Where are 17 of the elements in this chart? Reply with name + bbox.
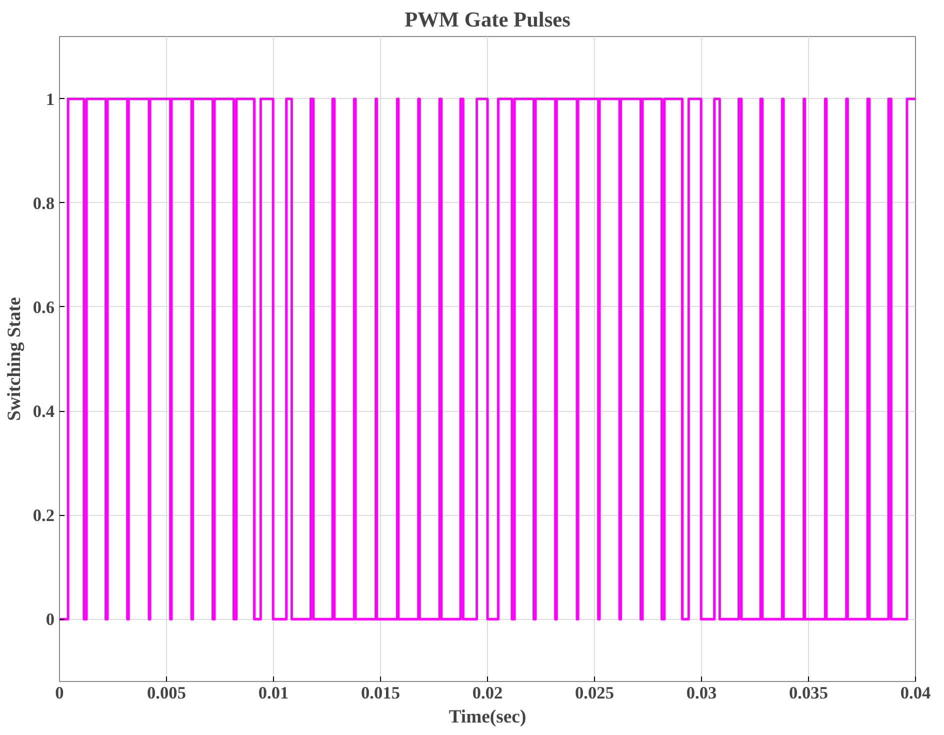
y-tick-label: 1: [46, 90, 55, 109]
y-axis-title: Switching State: [4, 297, 25, 421]
x-tick-label: 0.03: [686, 684, 717, 702]
x-tick-label: 0.025: [575, 684, 614, 702]
x-axis-title: Time(sec): [448, 706, 526, 728]
y-tick-label: 0.2: [32, 506, 55, 526]
x-tick-label: 0.035: [789, 684, 828, 702]
y-tick-label: 0.6: [32, 298, 55, 317]
chart-title: PWM Gate Pulses: [404, 8, 570, 32]
y-tick-label: 0.4: [32, 402, 55, 422]
x-tick-label: 0.01: [258, 684, 289, 702]
y-tick-label: 0: [46, 610, 55, 630]
x-tick-label: 0.02: [472, 684, 503, 702]
x-tick-label: 0.005: [147, 684, 186, 702]
x-tick-label: 0.04: [900, 684, 931, 702]
y-tick-label: 0.8: [32, 194, 55, 213]
x-tick-label: 0.015: [361, 684, 400, 702]
